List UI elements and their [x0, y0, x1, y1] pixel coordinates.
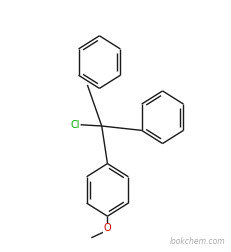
- Text: lookchem.com: lookchem.com: [170, 237, 226, 246]
- Text: Cl: Cl: [70, 120, 80, 130]
- Text: O: O: [104, 223, 111, 233]
